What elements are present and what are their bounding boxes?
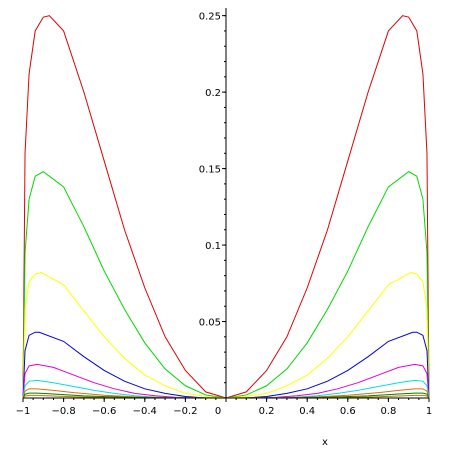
y-tick-label: 0.15: [199, 165, 221, 176]
y-tick-label: 0.2: [205, 88, 221, 99]
x-axis-label: x: [322, 437, 328, 448]
x-tick-label: −0.8: [51, 406, 75, 417]
y-tick-label: 0.1: [205, 241, 221, 252]
x-tick-label: 0.4: [299, 406, 315, 417]
x-tick-label: 0.8: [380, 406, 396, 417]
y-tick-label: 0.05: [199, 318, 221, 329]
x-tick-label: 0.2: [259, 406, 275, 417]
x-tick-label: 0.6: [340, 406, 356, 417]
x-tick-label: −0.2: [173, 406, 197, 417]
axes: [23, 8, 429, 399]
x-tick-label: 1: [426, 406, 432, 417]
x-tick-label: 0: [215, 406, 221, 417]
x-tick-label: −0.6: [92, 406, 116, 417]
y-tick-label: 0.25: [199, 12, 221, 23]
x-tick-label: −0.4: [133, 406, 157, 417]
x-tick-label: −1: [16, 406, 31, 417]
ticks: −1 −0.8 −0.6 −0.4 −0.2 0 0.2 0.4 0.6 0.8 1 0.05 0.1 0…: [16, 12, 433, 417]
